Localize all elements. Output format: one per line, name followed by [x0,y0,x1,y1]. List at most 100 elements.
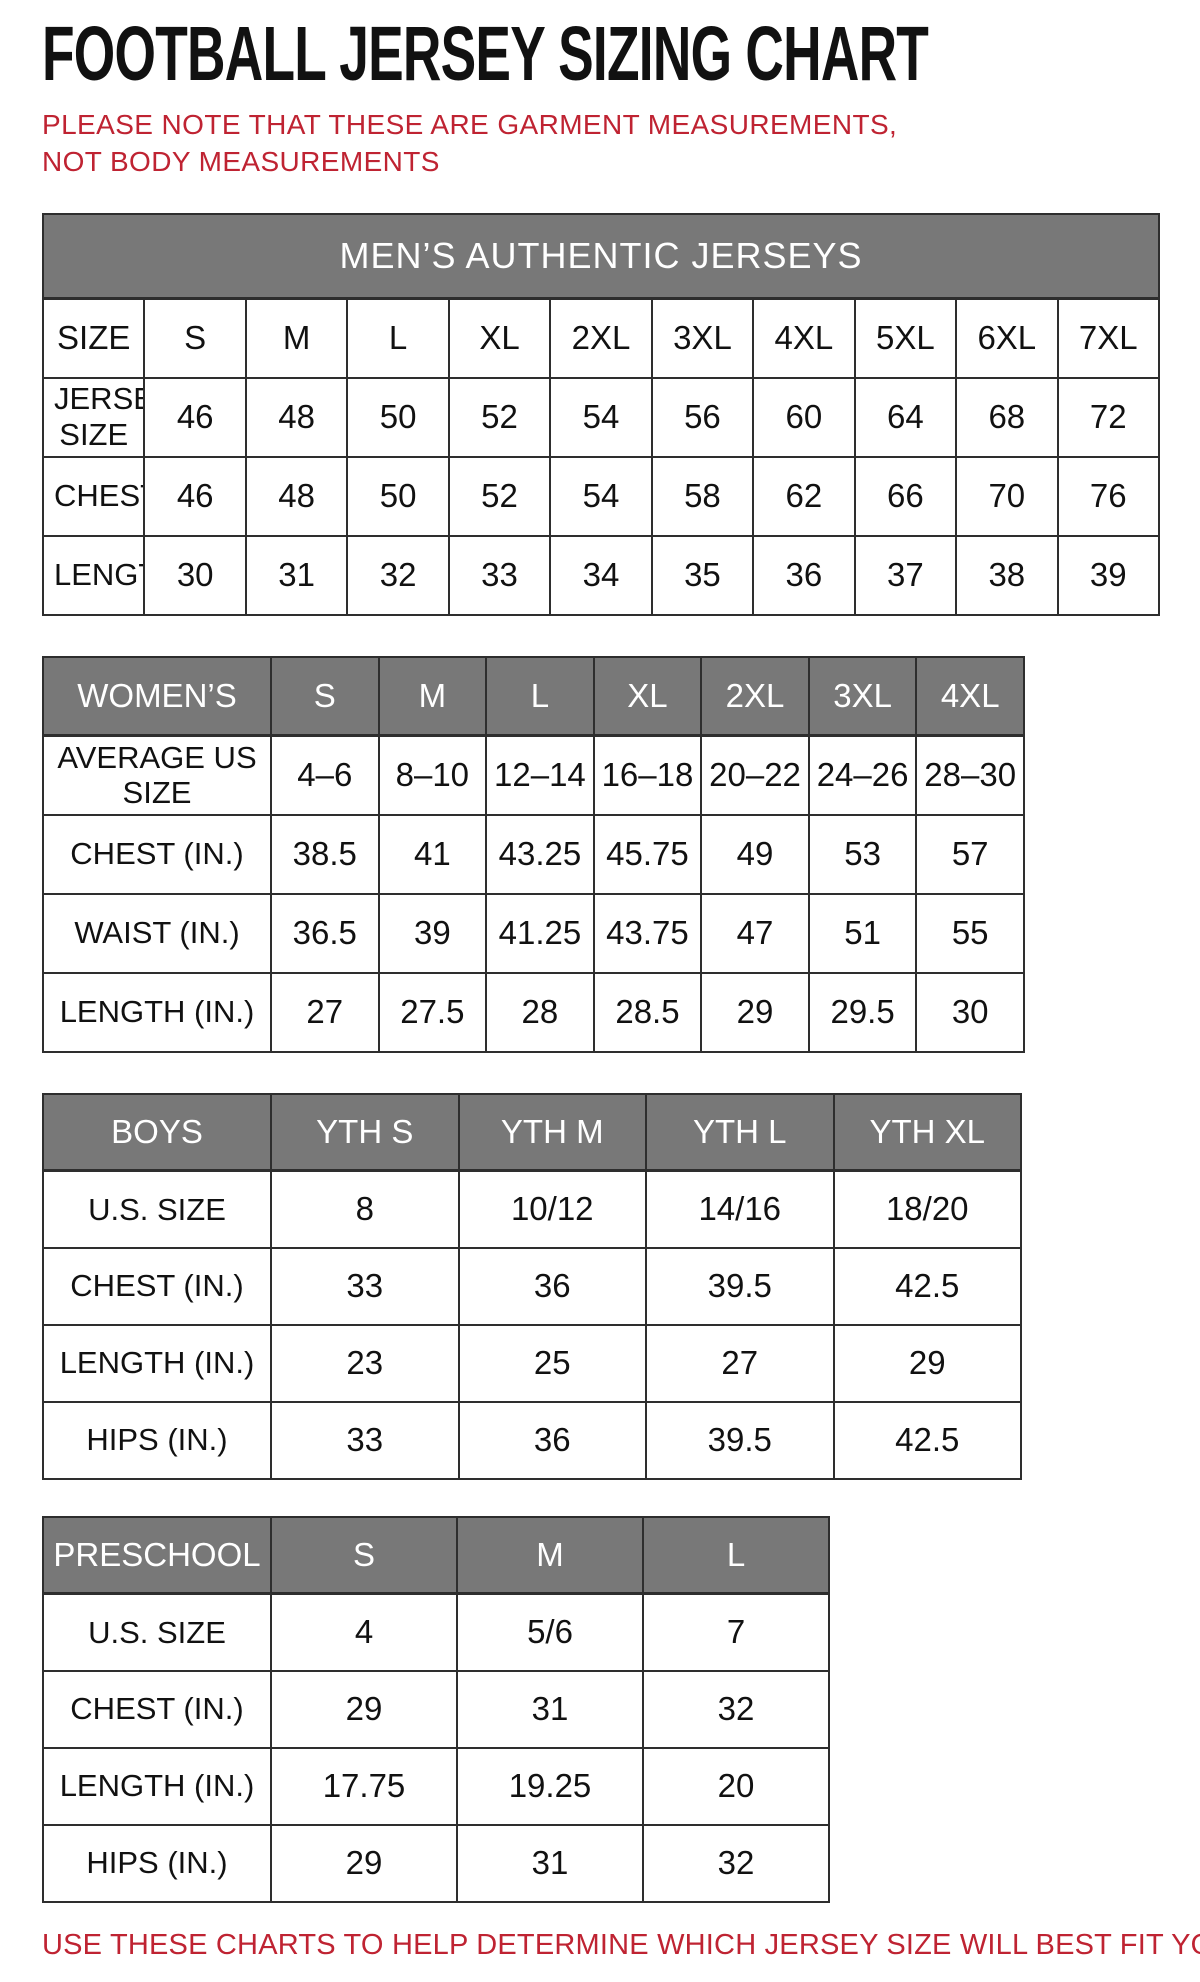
measurement-cell: 36 [457,1400,647,1480]
table-row: LENGTH (IN.) 17.75 19.25 20 [42,1746,830,1826]
measurement-cell: 23 [270,1323,460,1403]
measurement-cell: 41.25 [485,892,595,974]
measurement-cell: 32 [642,1669,830,1749]
measurement-cell: 28–30 [915,734,1025,816]
measurement-cell: 32 [642,1823,830,1903]
size-column-header: 3XL [807,655,918,738]
measurement-cell: 53 [807,813,918,895]
measurement-cell: 29 [832,1323,1022,1403]
row-label-cell: HIPS (IN.) [42,1400,272,1480]
table-row: CHEST (IN.) 33 36 39.5 42.5 [42,1246,1022,1326]
measurement-cell: 28.5 [592,971,703,1053]
footer-note: USE THESE CHARTS TO HELP DETERMINE WHICH… [42,1928,1200,1961]
measurement-cell: 36 [457,1246,647,1326]
measurement-cell: 20 [642,1746,830,1826]
size-column-header: S [143,297,247,379]
measurement-cell: 18/20 [832,1169,1022,1249]
measurement-cell: 34 [549,534,653,616]
measurement-cell: 31 [456,1669,644,1749]
measurement-cell: 29 [270,1669,458,1749]
measurement-cell: 62 [752,455,856,537]
measurement-cell: 29 [270,1823,458,1903]
sizing-chart-page: FOOTBALL JERSEY SIZING CHART PLEASE NOTE… [41,11,1200,1962]
measurement-cell: 47 [700,892,810,974]
measurement-cell: 7 [642,1592,830,1672]
measurement-cell: 64 [853,376,958,458]
measurement-cell: 27.5 [377,971,488,1053]
page-title: FOOTBALL JERSEY SIZING CHART [42,11,1200,98]
measurement-cell: 27 [645,1323,835,1403]
row-label-cell: WAIST (IN.) [42,892,272,974]
size-column-header: 5XL [853,297,958,379]
measurement-cell: 46 [143,455,247,537]
size-column-header: 7XL [1056,297,1161,379]
measurement-cell: 5/6 [456,1592,644,1672]
size-column-header: 4XL [915,655,1025,738]
row-label-cell: HIPS (IN.) [42,1823,272,1903]
size-header-row: PRESCHOOL S M L [42,1515,830,1596]
size-column-header: YTH S [270,1092,460,1173]
measurement-cell: 76 [1056,455,1161,537]
measurement-cell: 28 [485,971,595,1053]
measurement-cell: 27 [270,971,380,1053]
measurement-cell: 10/12 [457,1169,647,1249]
measurement-cell: 24–26 [807,734,918,816]
row-label-cell: U.S. SIZE [42,1592,272,1672]
size-column-header: L [485,655,595,738]
measurement-cell: 19.25 [456,1746,644,1826]
measurement-cell: 12–14 [485,734,595,816]
mens-authentic-jerseys-table: MEN’S AUTHENTIC JERSEYS SIZE S M L XL 2XL 3XL 4X… [41,213,1161,616]
page-title-text: FOOTBALL JERSEY SIZING CHART [42,11,929,98]
measurement-cell: 55 [915,892,1025,974]
measurement-cell: 68 [955,376,1059,458]
size-column-header: YTH M [457,1092,647,1173]
size-column-header: 6XL [955,297,1059,379]
garment-measurement-note: PLEASE NOTE THAT THESE ARE GARMENT MEASU… [42,109,898,178]
measurement-cell: 57 [915,813,1025,895]
size-column-header: L [346,297,450,379]
measurement-cell: 14/16 [645,1169,835,1249]
size-column-header: S [270,655,380,738]
measurement-cell: 48 [244,455,349,537]
row-label-cell: CHEST (IN.) [42,1246,272,1326]
size-header-row: WOMEN’S S M L XL 2XL 3XL 4XL [42,655,1025,738]
measurement-cell: 50 [346,376,450,458]
measurement-cell: 33 [270,1246,460,1326]
measurement-cell: 72 [1056,376,1161,458]
measurement-cell: 70 [955,455,1059,537]
size-column-header: M [244,297,349,379]
measurement-cell: 50 [346,455,450,537]
size-header-row: BOYS YTH S YTH M YTH L YTH XL [42,1092,1022,1173]
row-label-cell: CHEST (IN.) [42,813,272,895]
measurement-cell: 8 [270,1169,460,1249]
table-row: AVERAGE US SIZE 4–6 8–10 12–14 16–18 20–22 24–… [42,734,1025,816]
size-column-header: XL [447,297,552,379]
size-column-header: M [456,1515,644,1596]
row-label-cell: CHEST(IN.) [41,455,146,537]
table-label-header: BOYS [42,1092,272,1173]
womens-sizing-table: WOMEN’S S M L XL 2XL 3XL 4XL AVERAGE US SIZE 4–6 8… [42,655,1025,1053]
row-label-cell: U.S. SIZE [42,1169,272,1249]
size-column-header: S [270,1515,458,1596]
measurement-cell: 42.5 [832,1400,1022,1480]
table-row: CHEST (IN.) 38.5 41 43.25 45.75 49 53 57 [42,813,1025,895]
table-row: HIPS (IN.) 33 36 39.5 42.5 [42,1400,1022,1480]
measurement-cell: 52 [447,376,552,458]
size-header-row: SIZE S M L XL 2XL 3XL 4XL 5XL 6XL 7XL [41,297,1161,379]
row-label-cell: LENGTH (IN.) [42,1746,272,1826]
table-row: WAIST (IN.) 36.5 39 41.25 43.75 47 51 55 [42,892,1025,974]
row-label-cell: AVERAGE US SIZE [42,734,272,816]
row-label-cell: LENGTH (IN.) [42,971,272,1053]
measurement-cell: 49 [700,813,810,895]
table-row: LENGTH (IN.) 23 25 27 29 [42,1323,1022,1403]
table-row: HIPS (IN.) 29 31 32 [42,1823,830,1903]
measurement-cell: 32 [346,534,450,616]
measurement-cell: 41 [377,813,488,895]
measurement-cell: 46 [143,376,247,458]
measurement-cell: 4–6 [270,734,380,816]
measurement-cell: 39.5 [645,1400,835,1480]
table-row: LENGTH (IN.) 27 27.5 28 28.5 29 29.5 30 [42,971,1025,1053]
